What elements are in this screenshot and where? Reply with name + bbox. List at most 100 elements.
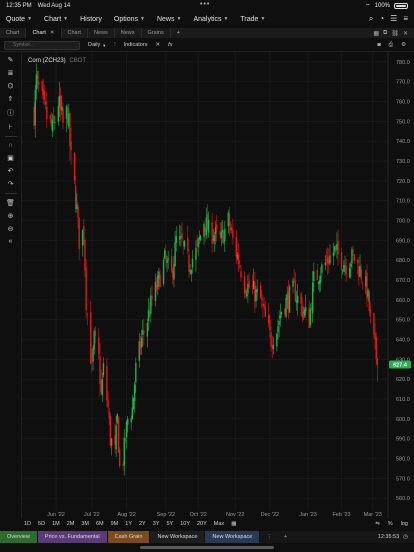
timeframe-5y[interactable]: 5Y	[166, 521, 174, 527]
candle-body	[296, 295, 299, 304]
grid-layout-icon[interactable]: ▦	[373, 30, 380, 37]
tab-news[interactable]: News	[115, 28, 142, 38]
menu-news[interactable]: News ▼	[157, 16, 181, 23]
workspace-tab[interactable]: New Workspace	[205, 531, 261, 543]
tab-chart[interactable]: Chart ✕	[26, 28, 62, 38]
menu-options[interactable]: Options ▼	[114, 16, 145, 23]
candle-body	[333, 246, 336, 252]
list-icon[interactable]: ☰	[390, 14, 398, 23]
candle-body	[84, 239, 86, 271]
timeframe-1d[interactable]: 1D	[24, 521, 32, 527]
tab-label: Chart	[32, 30, 46, 36]
popout-icon[interactable]: ⧉	[383, 29, 388, 36]
shapes-icon[interactable]: ⌬	[7, 83, 14, 90]
indicators-button[interactable]: Indicators	[123, 42, 148, 48]
lock-icon[interactable]: ▣	[7, 155, 14, 162]
workspace-tab[interactable]: Overview	[0, 531, 38, 543]
candle-body	[181, 232, 183, 240]
undo-icon[interactable]: ↶	[7, 168, 14, 175]
collapse-icon[interactable]: «	[8, 238, 13, 245]
workspace-menu-icon[interactable]: ⋮	[266, 534, 272, 540]
workspace-label: Overview	[7, 534, 30, 540]
timeframe-9m[interactable]: 9M	[110, 521, 119, 527]
log-scale-toggle[interactable]: log	[400, 521, 408, 527]
hamburger-icon[interactable]: ≡	[403, 14, 408, 23]
chart-svg[interactable]: 560.0 570.0 580.0 590.0 600.0 610.0 620.0 630.0…	[22, 52, 414, 518]
search-icon[interactable]: ⌕	[368, 14, 374, 23]
close-tab-icon[interactable]: ✕	[49, 30, 55, 36]
timeframe-2y[interactable]: 2Y	[139, 521, 146, 527]
timeframe-6m[interactable]: 6M	[95, 521, 104, 527]
timeframe-3y[interactable]: 3Y	[152, 521, 160, 527]
redo-icon[interactable]: ↷	[7, 181, 14, 188]
chevron-down-icon: ▼	[102, 42, 107, 48]
link-icon[interactable]: ⛓	[391, 30, 399, 37]
add-workspace-button[interactable]: +	[283, 534, 288, 540]
workspace-tab[interactable]: Cash Grain	[107, 531, 151, 543]
interval-select[interactable]: Daily ▼	[88, 42, 106, 48]
workspace-tab[interactable]: New Workspace	[150, 531, 206, 543]
candle-body	[255, 289, 257, 302]
fib-lines-icon[interactable]: ≣	[7, 70, 14, 77]
menu-trade[interactable]: Trade ▼	[240, 16, 265, 23]
multitask-dots[interactable]: •••	[200, 1, 211, 8]
menu-chart[interactable]: Chart ▼	[44, 16, 68, 23]
timeframe-1y[interactable]: 1Y	[125, 521, 132, 527]
zoom-in-icon[interactable]: ⊕	[7, 213, 14, 220]
candle-body	[195, 247, 197, 260]
measure-icon[interactable]: ⊦	[8, 124, 13, 131]
close-all-icon[interactable]: ✕	[402, 30, 408, 37]
candle-body	[196, 243, 198, 245]
candle-body	[154, 282, 157, 301]
calendar-icon[interactable]: ▦	[231, 521, 237, 527]
tool-divider	[4, 136, 17, 137]
candle-body	[91, 360, 93, 362]
candle-body	[259, 285, 262, 299]
menu-history[interactable]: History	[80, 16, 102, 23]
tab-grains[interactable]: Grains	[142, 28, 171, 38]
workspace-tab[interactable]: Price vs. Fundamental	[37, 531, 108, 543]
menu-analytics[interactable]: Analytics ▼	[193, 16, 228, 23]
compare-icon[interactable]: ✕	[155, 42, 161, 48]
timeframe-3m[interactable]: 3M	[81, 521, 89, 527]
print-icon[interactable]: ⎙	[388, 41, 394, 48]
tab-chart[interactable]: Chart	[62, 28, 88, 38]
timeframe-10y[interactable]: 10Y	[180, 521, 190, 527]
info-icon[interactable]: ⓘ	[7, 110, 14, 117]
timeframe-20y[interactable]: 20Y	[197, 521, 207, 527]
bell-icon[interactable]: ◔	[379, 14, 385, 23]
trash-icon[interactable]: 🗑	[6, 200, 15, 207]
zoom-out-icon[interactable]: ⊖	[7, 226, 14, 233]
settings-gear-icon[interactable]: ⚙	[401, 41, 406, 48]
chart-type-icon[interactable]: ⫶	[114, 41, 116, 48]
chevron-down-icon: ▼	[140, 16, 145, 22]
timeframe-2m[interactable]: 2M	[66, 521, 75, 527]
add-tab-button[interactable]: +	[176, 30, 180, 36]
percent-scale-toggle[interactable]: %	[387, 521, 393, 527]
candle-body	[125, 421, 128, 438]
candle-body	[329, 255, 331, 264]
pencil-icon[interactable]: ✎	[7, 57, 14, 64]
candle-body	[65, 106, 68, 119]
candle-body	[227, 212, 229, 227]
camera-icon[interactable]: ◙	[377, 41, 381, 48]
function-icon[interactable]: fx	[168, 42, 173, 48]
menu-quote[interactable]: Quote ▼	[6, 16, 32, 23]
tab-news[interactable]: News	[88, 28, 115, 38]
tab-chart[interactable]: Chart	[0, 28, 27, 38]
arrow-icon[interactable]: ⇑	[7, 96, 14, 103]
toolbar-right: ◙ ⎙ ⚙	[377, 42, 410, 49]
magnet-icon[interactable]: ∩	[7, 142, 14, 149]
candle-body	[199, 235, 202, 241]
candle-body	[240, 271, 242, 278]
price-chart[interactable]: 560.0 570.0 580.0 590.0 600.0 610.0 620.0 630.0…	[22, 52, 414, 518]
candle-body	[271, 345, 273, 348]
arrows-icon[interactable]: ⇋	[375, 521, 380, 527]
timeframe-max[interactable]: Max	[213, 521, 225, 527]
workspace-label: Cash Grain	[114, 534, 143, 540]
y-tick-label: 740.0	[396, 139, 410, 145]
symbol-input[interactable]	[4, 40, 80, 50]
timeframe-1m[interactable]: 1M	[52, 521, 60, 527]
home-indicator	[140, 546, 274, 549]
timeframe-5d[interactable]: 5D	[38, 521, 46, 527]
